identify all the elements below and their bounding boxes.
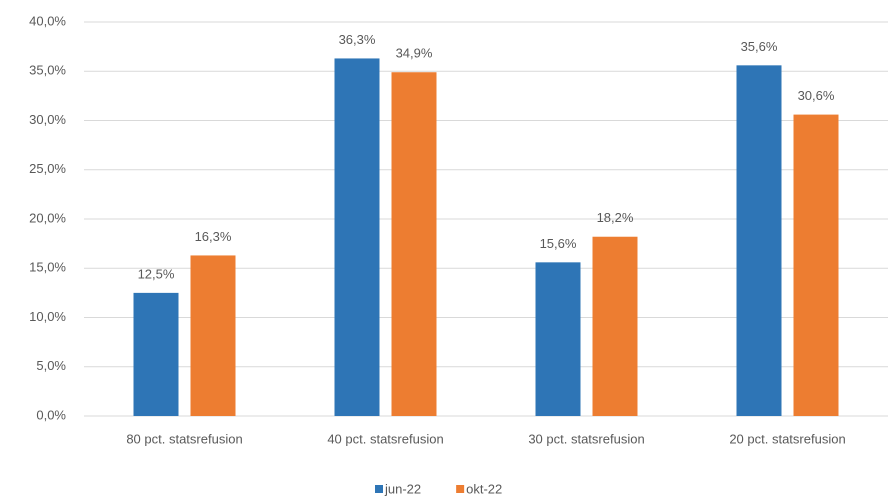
value-label: 34,9%: [396, 46, 433, 61]
legend-label: okt-22: [466, 481, 502, 496]
bar: [190, 255, 236, 416]
legend-swatch: [456, 485, 465, 493]
bar: [736, 65, 782, 416]
bar: [133, 292, 179, 416]
bar: [334, 58, 380, 416]
bar: [391, 72, 437, 417]
y-tick-label: 20,0%: [29, 210, 66, 225]
y-tick-label: 25,0%: [29, 161, 66, 176]
x-tick-label: 30 pct. statsrefusion: [528, 431, 644, 446]
value-label: 12,5%: [138, 266, 175, 281]
y-tick-label: 30,0%: [29, 112, 66, 127]
y-tick-label: 10,0%: [29, 309, 66, 324]
y-tick-label: 0,0%: [36, 407, 66, 422]
value-label: 16,3%: [195, 229, 232, 244]
value-label: 30,6%: [798, 88, 835, 103]
value-label: 18,2%: [597, 210, 634, 225]
y-tick-label: 35,0%: [29, 63, 66, 78]
y-tick-label: 5,0%: [36, 358, 66, 373]
bar: [535, 262, 581, 416]
value-label: 35,6%: [741, 39, 778, 54]
y-tick-label: 15,0%: [29, 260, 66, 275]
value-label: 15,6%: [540, 236, 577, 251]
y-tick-label: 40,0%: [29, 13, 66, 28]
bar: [793, 114, 839, 416]
x-tick-label: 20 pct. statsrefusion: [729, 431, 845, 446]
legend-label: jun-22: [384, 481, 421, 496]
value-label: 36,3%: [339, 32, 376, 47]
x-tick-label: 80 pct. statsrefusion: [126, 431, 242, 446]
x-tick-label: 40 pct. statsrefusion: [327, 431, 443, 446]
legend-swatch: [375, 485, 383, 493]
bar: [592, 236, 638, 416]
